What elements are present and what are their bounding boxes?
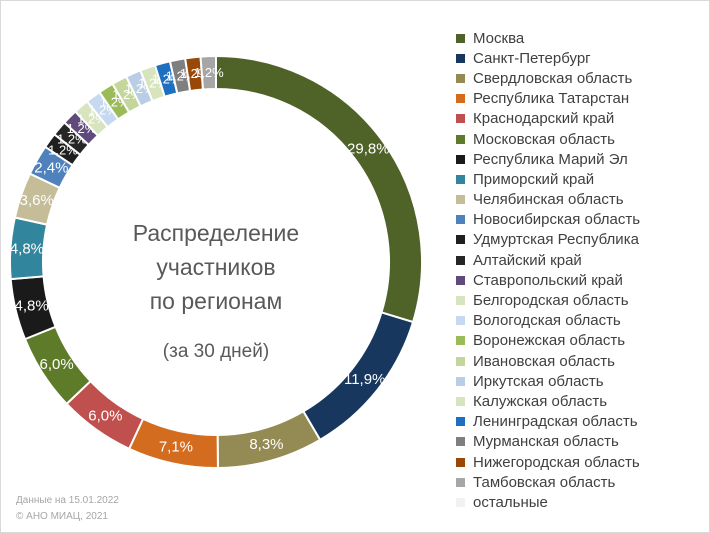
chart-subtitle: (за 30 дней) [162,341,270,362]
data-label-6: 6,0% [40,356,74,373]
legend-label-5: Краснодарский край [473,110,615,128]
legend-swatch-1 [456,33,465,43]
legend-label-2: Санкт-Петербург [473,49,591,67]
legend-item-19: Калужская область [456,391,640,411]
legend-item-8: Приморский край [456,169,640,189]
data-label-4: 7,1% [159,439,193,456]
legend-swatch-9 [456,195,465,205]
legend-label-19: Калужская область [473,392,608,410]
legend-label-3: Свердловская область [473,69,633,87]
legend-swatch-7 [456,154,465,164]
data-label-2: 11,9% [344,371,385,388]
legend-label-1: Москва [473,29,525,47]
legend-swatch-2 [456,53,465,63]
legend-swatch-13 [456,275,465,285]
legend-item-11: Удмуртская Республика [456,230,640,250]
chart-title-line-1: Распределение [132,220,300,246]
legend-item-7: Республика Марий Эл [456,149,640,169]
legend-swatch-22 [456,457,465,467]
legend-item-5: Краснодарский край [456,109,640,129]
legend-label-4: Республика Татарстан [473,90,630,108]
legend-label-23: Тамбовская область [473,473,616,491]
data-label-7: 4,8% [15,297,49,314]
legend-label-17: Ивановская область [473,352,615,370]
legend-item-2: Санкт-Петербург [456,48,640,68]
legend-item-10: Новосибирская область [456,210,640,230]
legend-label-14: Белгородская область [473,292,629,310]
legend-swatch-5 [456,114,465,124]
legend-item-13: Ставропольский край [456,270,640,290]
legend-swatch-17 [456,356,465,366]
footer-copyright: © АНО МИАЦ, 2021 [16,511,108,522]
chart-title-line-2: участников [156,254,276,280]
legend-label-9: Челябинская область [473,191,624,209]
legend-swatch-8 [456,174,465,184]
legend-swatch-24 [456,497,465,507]
legend-item-24: остальные [456,492,640,512]
legend-label-6: Московская область [473,130,615,148]
legend-swatch-15 [456,316,465,326]
legend-item-22: Нижегородская область [456,452,640,472]
legend-swatch-19 [456,396,465,406]
legend-label-15: Вологодская область [473,312,621,330]
legend-item-4: Республика Татарстан [456,89,640,109]
legend-item-18: Иркутская область [456,371,640,391]
legend-label-16: Воронежская область [473,332,626,350]
legend-item-14: Белгородская область [456,290,640,310]
footer-date-note: Данные на 15.01.2022 [16,495,119,506]
legend-swatch-20 [456,417,465,427]
legend-swatch-21 [456,437,465,447]
legend-swatch-3 [456,73,465,83]
legend-item-17: Ивановская область [456,351,640,371]
chart-title-line-3: по регионам [149,288,283,314]
legend-label-12: Алтайский край [473,251,582,269]
legend-label-20: Ленинградская область [473,413,638,431]
donut-slice-23 [199,54,217,91]
legend-swatch-4 [456,94,465,104]
legend-swatch-11 [456,235,465,245]
legend-swatch-18 [456,376,465,386]
legend-label-11: Удмуртская Республика [473,231,639,249]
data-label-8: 4,8% [10,241,44,258]
legend-item-23: Тамбовская область [456,472,640,492]
legend-label-18: Иркутская область [473,372,604,390]
legend-swatch-23 [456,477,465,487]
legend-swatch-10 [456,215,465,225]
legend-swatch-12 [456,255,465,265]
data-label-3: 8,3% [249,436,283,453]
legend-item-3: Свердловская область [456,68,640,88]
legend-item-9: Челябинская область [456,190,640,210]
legend-item-12: Алтайский край [456,250,640,270]
legend-swatch-14 [456,296,465,306]
legend: Москва Санкт-Петербург Свердловская област… [456,28,640,513]
legend-item-1: Москва [456,28,640,48]
legend-item-15: Вологодская область [456,311,640,331]
data-label-5: 6,0% [88,407,122,424]
data-label-23: 1,2% [194,65,224,80]
legend-swatch-16 [456,336,465,346]
data-label-1: 29,8% [347,141,390,158]
legend-item-6: Московская область [456,129,640,149]
legend-label-21: Мурманская область [473,433,619,451]
data-label-10: 2,4% [34,160,68,177]
legend-swatch-6 [456,134,465,144]
legend-label-13: Ставропольский край [473,271,623,289]
legend-label-22: Нижегородская область [473,453,640,471]
legend-item-20: Ленинградская область [456,412,640,432]
legend-label-8: Приморский край [473,170,595,188]
legend-item-21: Мурманская область [456,432,640,452]
legend-label-7: Республика Марий Эл [473,150,628,168]
legend-label-24: остальные [473,493,548,511]
data-label-9: 3,6% [20,192,54,209]
chart-title: Распределение участников по регионам [96,216,336,318]
legend-item-16: Воронежская область [456,331,640,351]
legend-label-10: Новосибирская область [473,211,641,229]
